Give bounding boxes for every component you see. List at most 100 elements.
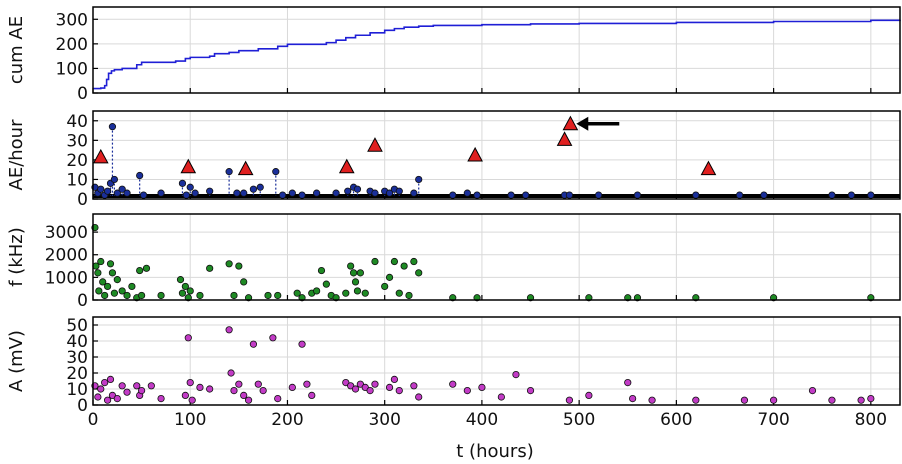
- data-point: [624, 378, 632, 387]
- data-point: [594, 191, 603, 199]
- data-point: [186, 183, 194, 191]
- data-point: [106, 260, 115, 268]
- data-point: [139, 191, 148, 199]
- data-point: [94, 393, 102, 401]
- triangle-marker: [237, 160, 254, 176]
- data-point: [118, 185, 126, 193]
- data-point: [136, 266, 144, 275]
- data-point: [97, 257, 105, 266]
- arrow-head-icon: [576, 116, 589, 131]
- data-point: [182, 191, 190, 199]
- plot-area: [93, 111, 900, 199]
- x-tick-label: 0: [88, 410, 99, 430]
- data-point: [371, 257, 379, 266]
- plot-frame: [92, 316, 901, 406]
- y-tick-label: 100: [56, 59, 88, 79]
- data-point: [565, 396, 574, 404]
- data-point: [735, 191, 744, 199]
- data-point: [867, 394, 875, 403]
- data-point: [344, 187, 352, 195]
- y-tick-label: 0: [77, 291, 88, 311]
- data-point: [760, 191, 768, 199]
- data-point: [123, 291, 131, 300]
- data-point: [240, 391, 248, 399]
- plot-area: [93, 214, 900, 300]
- data-point: [808, 386, 817, 395]
- data-point: [395, 187, 403, 195]
- triangle-marker: [92, 148, 109, 164]
- data-point: [99, 278, 107, 286]
- data-point: [405, 291, 413, 300]
- data-point: [349, 269, 358, 277]
- data-point: [108, 391, 117, 399]
- data-point: [108, 269, 117, 277]
- data-point: [184, 334, 192, 342]
- data-point: [186, 378, 194, 387]
- data-point: [390, 375, 399, 383]
- y-tick-label: 20: [66, 364, 88, 384]
- data-point: [97, 385, 105, 393]
- data-point: [249, 340, 258, 348]
- x-tick-label: 200: [271, 410, 303, 430]
- data-point: [740, 396, 749, 404]
- y-tick-label: 300: [56, 10, 88, 30]
- data-point: [356, 269, 364, 277]
- data-point: [94, 269, 102, 277]
- data-point: [206, 264, 214, 272]
- data-point: [264, 291, 272, 300]
- y-tick-label: 0: [77, 84, 88, 104]
- data-point: [317, 266, 326, 275]
- data-point: [274, 291, 282, 300]
- data-point: [585, 391, 593, 399]
- data-point: [110, 289, 118, 297]
- data-point: [97, 185, 105, 193]
- data-point: [381, 282, 389, 291]
- data-point: [828, 191, 836, 199]
- data-point: [293, 289, 301, 297]
- data-point: [233, 189, 241, 197]
- data-point: [415, 393, 423, 401]
- data-point: [353, 287, 362, 295]
- data-point: [101, 291, 109, 300]
- data-point: [133, 382, 141, 390]
- y-tick-label: 10: [66, 170, 88, 190]
- data-point: [692, 191, 700, 199]
- data-point: [463, 386, 471, 395]
- data-point: [142, 264, 151, 272]
- data-point: [230, 291, 238, 300]
- data-point: [361, 383, 369, 391]
- data-point: [415, 175, 423, 184]
- y-tick-label: 2000: [45, 246, 88, 266]
- x-tick-label: 400: [466, 410, 498, 430]
- data-point: [118, 287, 126, 295]
- x-tick-label: 600: [660, 410, 692, 430]
- data-point: [298, 191, 306, 199]
- y-tick-label: 0: [77, 190, 88, 210]
- data-point: [332, 189, 340, 197]
- data-point: [507, 191, 515, 199]
- plot-frame: [92, 6, 901, 94]
- data-point: [206, 187, 214, 195]
- data-point: [235, 380, 243, 388]
- data-point: [565, 191, 574, 199]
- data-point: [178, 289, 187, 297]
- data-point: [157, 189, 165, 197]
- data-point: [410, 382, 418, 390]
- y-axis-label: AE/hour: [6, 119, 27, 191]
- data-point: [867, 191, 875, 199]
- data-point: [366, 386, 374, 395]
- data-point: [342, 289, 350, 297]
- data-point: [256, 183, 264, 191]
- data-point: [395, 289, 403, 297]
- triangle-marker: [367, 137, 383, 152]
- triangle-marker: [467, 146, 483, 162]
- data-point: [181, 391, 189, 399]
- data-point: [313, 189, 321, 197]
- data-point: [857, 396, 865, 404]
- data-point: [410, 257, 418, 266]
- data-point: [240, 189, 248, 197]
- data-point: [103, 396, 112, 404]
- triangle-marker: [180, 158, 197, 174]
